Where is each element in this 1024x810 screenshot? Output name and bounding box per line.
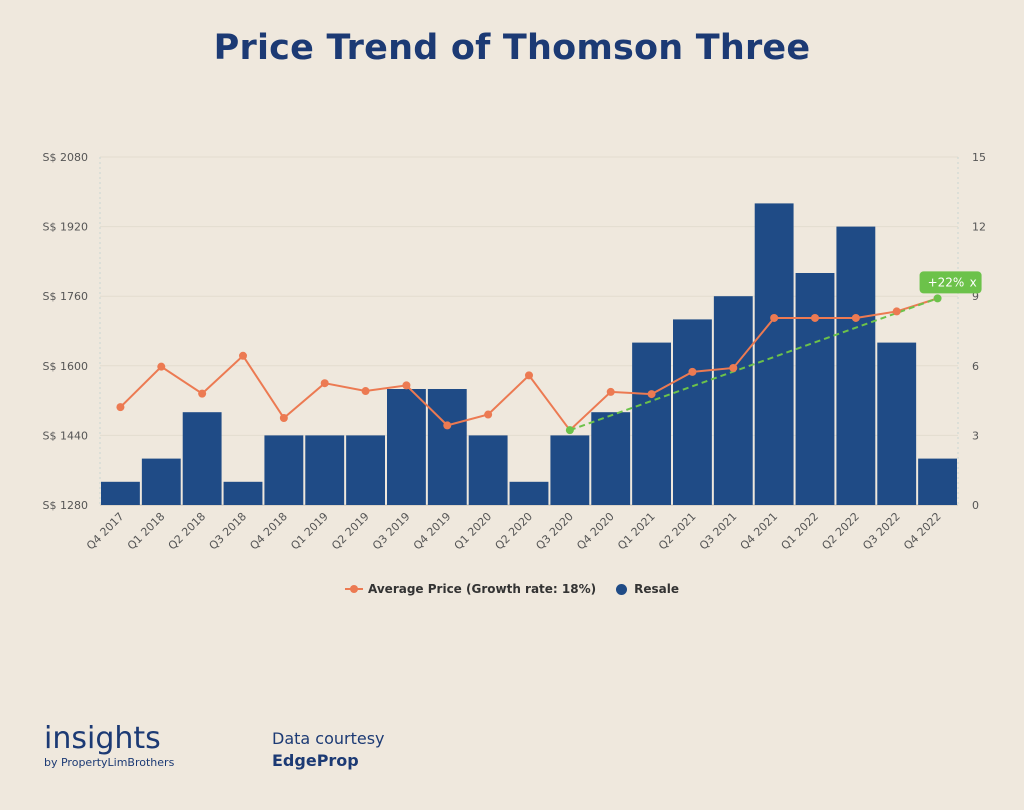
average-price-point <box>443 421 452 430</box>
resale-bar <box>305 435 345 505</box>
y-right-tick-label: 15 <box>972 151 986 164</box>
y-left-tick-label: S$ 1280 <box>43 499 88 512</box>
x-tick-label: Q3 2018 <box>207 510 250 553</box>
average-price-point <box>729 363 738 372</box>
x-tick-label: Q4 2022 <box>901 510 944 553</box>
x-tick-label: Q1 2018 <box>125 510 168 553</box>
resale-bar <box>182 412 222 505</box>
resale-bar <box>101 481 140 505</box>
price-trend-chart: S$ 1280 S$ 1440 S$ 1600 S$ 1760 S$ 1920 S$ 20… <box>43 151 986 553</box>
legend-item-average-price[interactable]: Average Price (Growth rate: 18%) <box>345 582 596 596</box>
x-tick-label: Q3 2020 <box>533 510 576 553</box>
average-price-point <box>157 362 166 371</box>
resale-bar <box>468 435 508 505</box>
average-price-point <box>688 367 697 376</box>
resale-bar <box>877 342 917 505</box>
average-price-point <box>198 389 207 398</box>
y-left-tick-label: S$ 1440 <box>43 429 88 442</box>
y-right-tick-label: 3 <box>972 429 979 442</box>
x-tick-label: Q1 2022 <box>779 510 822 553</box>
x-tick-label: Q2 2018 <box>166 510 209 553</box>
x-tick-label: Q2 2022 <box>819 510 862 553</box>
y-left-tick-label: S$ 2080 <box>43 151 88 164</box>
resale-bar <box>346 435 385 505</box>
brand-tagline: by PropertyLimBrothers <box>44 756 175 769</box>
x-tick-label: Q2 2020 <box>493 510 536 553</box>
average-price-point <box>647 390 656 399</box>
growth-trend-line <box>569 297 938 432</box>
courtesy-label: Data courtesy <box>272 729 385 748</box>
resale-bar <box>713 296 753 505</box>
resale-bar <box>509 481 549 505</box>
average-price-point <box>851 313 860 322</box>
legend-label-average-price: Average Price (Growth rate: 18%) <box>368 582 597 596</box>
growth-badge <box>919 271 982 294</box>
x-tick-label: Q3 2019 <box>370 510 413 553</box>
resale-bar <box>591 412 631 505</box>
courtesy-source: EdgeProp <box>272 751 359 770</box>
brand-name: insights <box>44 721 161 756</box>
growth-badge-label: +22% <box>928 275 965 289</box>
line-marker-icon <box>345 584 363 594</box>
average-price-point <box>933 294 942 303</box>
resale-bar <box>836 226 876 505</box>
y-right-tick-label: 12 <box>972 221 986 234</box>
x-tick-label: Q1 2020 <box>452 510 495 553</box>
resale-bar <box>918 458 957 505</box>
chart-legend: Average Price (Growth rate: 18%) Resale <box>0 582 1024 596</box>
average-price-point <box>892 307 901 316</box>
brand-logo: insights by PropertyLimBrothers <box>44 721 175 770</box>
y-right-tick-label: 9 <box>972 290 979 303</box>
x-tick-label: Q4 2021 <box>738 510 781 553</box>
resale-bar <box>673 319 712 505</box>
average-price-point <box>606 387 615 396</box>
average-price-point <box>239 351 247 360</box>
average-price-point <box>484 410 493 419</box>
x-tick-label: Q2 2021 <box>656 510 699 553</box>
average-price-point <box>279 414 288 422</box>
close-icon: x <box>970 275 977 289</box>
x-tick-label: Q4 2018 <box>247 510 290 553</box>
x-tick-label: Q1 2021 <box>615 510 658 553</box>
y-left-tick-label: S$ 1760 <box>43 290 88 303</box>
average-price-point <box>525 371 533 380</box>
resale-bar <box>387 389 426 505</box>
average-price-point <box>361 387 370 396</box>
resale-bar <box>632 342 671 505</box>
x-tick-label: Q2 2019 <box>329 510 372 553</box>
x-tick-label: Q1 2019 <box>288 510 331 553</box>
y-left-tick-label: S$ 1920 <box>43 221 88 234</box>
x-tick-label: Q4 2020 <box>574 510 617 553</box>
legend-label-resale: Resale <box>634 582 679 596</box>
resale-bar <box>795 273 835 505</box>
average-price-point <box>770 313 779 322</box>
circle-marker-icon <box>616 583 628 595</box>
legend-item-resale[interactable]: Resale <box>616 582 679 596</box>
y-right-tick-label: 0 <box>972 499 979 512</box>
average-price-point <box>565 426 574 435</box>
average-price-point <box>402 381 411 390</box>
x-tick-label: Q4 2017 <box>84 510 127 553</box>
resale-bar <box>754 203 794 505</box>
resale-bar <box>550 435 590 505</box>
resale-bar <box>264 435 304 505</box>
y-right-tick-label: 6 <box>972 360 979 373</box>
resale-bar <box>141 458 181 505</box>
x-tick-label: Q3 2021 <box>697 510 740 553</box>
average-price-point <box>116 403 125 412</box>
y-left-tick-label: S$ 1600 <box>43 360 88 373</box>
x-tick-label: Q4 2019 <box>411 510 454 553</box>
data-courtesy: Data courtesy EdgeProp <box>272 728 385 772</box>
chart-title: Price Trend of Thomson Three <box>213 28 811 68</box>
resale-bar <box>427 389 467 505</box>
average-price-point <box>320 379 329 388</box>
resale-bar <box>223 481 263 505</box>
x-tick-label: Q3 2022 <box>860 510 903 553</box>
average-price-point <box>811 313 819 322</box>
